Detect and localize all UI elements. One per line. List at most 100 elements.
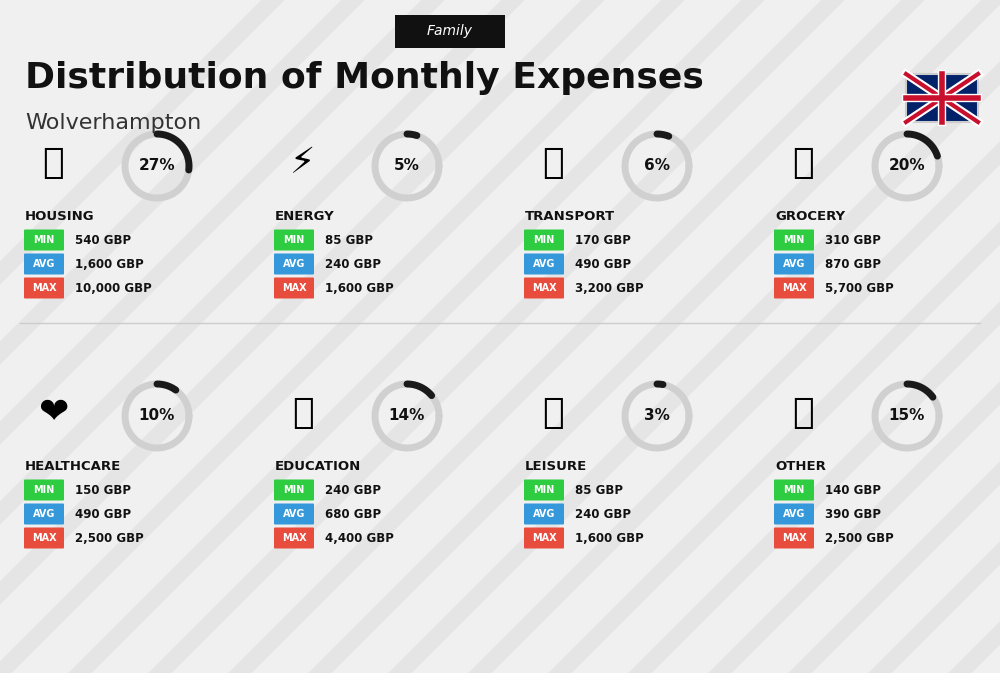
- Text: 240 GBP: 240 GBP: [325, 258, 381, 271]
- FancyBboxPatch shape: [24, 528, 64, 548]
- Text: 🛍: 🛍: [542, 396, 564, 430]
- FancyBboxPatch shape: [24, 229, 64, 250]
- Text: MAX: MAX: [532, 533, 556, 543]
- Text: 170 GBP: 170 GBP: [575, 234, 631, 246]
- Text: Family: Family: [427, 24, 473, 38]
- FancyBboxPatch shape: [24, 254, 64, 275]
- Text: EDUCATION: EDUCATION: [275, 460, 361, 472]
- Text: MIN: MIN: [283, 235, 305, 245]
- FancyBboxPatch shape: [524, 277, 564, 299]
- FancyBboxPatch shape: [524, 503, 564, 524]
- Text: ⚡: ⚡: [290, 146, 316, 180]
- Text: MIN: MIN: [533, 235, 555, 245]
- Text: 5%: 5%: [394, 159, 420, 174]
- FancyBboxPatch shape: [774, 528, 814, 548]
- Text: AVG: AVG: [533, 259, 555, 269]
- FancyBboxPatch shape: [774, 254, 814, 275]
- Text: MIN: MIN: [533, 485, 555, 495]
- Text: 5,700 GBP: 5,700 GBP: [825, 281, 894, 295]
- Text: 490 GBP: 490 GBP: [75, 507, 131, 520]
- FancyBboxPatch shape: [274, 528, 314, 548]
- Text: MAX: MAX: [282, 533, 306, 543]
- Text: MIN: MIN: [283, 485, 305, 495]
- FancyBboxPatch shape: [524, 528, 564, 548]
- Text: TRANSPORT: TRANSPORT: [525, 209, 615, 223]
- Text: 10%: 10%: [139, 409, 175, 423]
- FancyBboxPatch shape: [24, 503, 64, 524]
- Text: 3%: 3%: [644, 409, 670, 423]
- FancyBboxPatch shape: [774, 229, 814, 250]
- Text: 240 GBP: 240 GBP: [325, 483, 381, 497]
- Text: MIN: MIN: [783, 485, 805, 495]
- Text: 10,000 GBP: 10,000 GBP: [75, 281, 152, 295]
- Text: LEISURE: LEISURE: [525, 460, 587, 472]
- Text: 🚌: 🚌: [542, 146, 564, 180]
- Text: AVG: AVG: [783, 509, 805, 519]
- Text: 14%: 14%: [389, 409, 425, 423]
- Text: 15%: 15%: [889, 409, 925, 423]
- Text: 27%: 27%: [139, 159, 175, 174]
- Text: 1,600 GBP: 1,600 GBP: [325, 281, 394, 295]
- FancyBboxPatch shape: [274, 254, 314, 275]
- Text: 85 GBP: 85 GBP: [575, 483, 623, 497]
- FancyBboxPatch shape: [524, 254, 564, 275]
- Text: MAX: MAX: [532, 283, 556, 293]
- Text: 20%: 20%: [889, 159, 925, 174]
- FancyBboxPatch shape: [774, 503, 814, 524]
- Text: 85 GBP: 85 GBP: [325, 234, 373, 246]
- Text: 2,500 GBP: 2,500 GBP: [75, 532, 144, 544]
- Text: Distribution of Monthly Expenses: Distribution of Monthly Expenses: [25, 61, 704, 95]
- FancyBboxPatch shape: [274, 503, 314, 524]
- Text: MIN: MIN: [33, 485, 55, 495]
- FancyBboxPatch shape: [774, 277, 814, 299]
- Text: 680 GBP: 680 GBP: [325, 507, 381, 520]
- Text: 🏢: 🏢: [42, 146, 64, 180]
- Text: AVG: AVG: [283, 259, 305, 269]
- Text: 540 GBP: 540 GBP: [75, 234, 131, 246]
- Text: 💰: 💰: [792, 396, 814, 430]
- Text: 150 GBP: 150 GBP: [75, 483, 131, 497]
- Text: Wolverhampton: Wolverhampton: [25, 113, 201, 133]
- Text: 310 GBP: 310 GBP: [825, 234, 881, 246]
- Text: 490 GBP: 490 GBP: [575, 258, 631, 271]
- FancyBboxPatch shape: [274, 277, 314, 299]
- Text: MAX: MAX: [282, 283, 306, 293]
- Text: MIN: MIN: [33, 235, 55, 245]
- Text: 240 GBP: 240 GBP: [575, 507, 631, 520]
- Text: AVG: AVG: [283, 509, 305, 519]
- FancyBboxPatch shape: [274, 479, 314, 501]
- Text: 🛒: 🛒: [792, 146, 814, 180]
- Text: 🎓: 🎓: [292, 396, 314, 430]
- Text: AVG: AVG: [783, 259, 805, 269]
- Text: AVG: AVG: [33, 509, 55, 519]
- Text: 870 GBP: 870 GBP: [825, 258, 881, 271]
- Text: 140 GBP: 140 GBP: [825, 483, 881, 497]
- Text: 1,600 GBP: 1,600 GBP: [75, 258, 144, 271]
- Text: MAX: MAX: [32, 283, 56, 293]
- Text: 390 GBP: 390 GBP: [825, 507, 881, 520]
- FancyBboxPatch shape: [24, 277, 64, 299]
- FancyBboxPatch shape: [395, 15, 505, 48]
- Text: ENERGY: ENERGY: [275, 209, 335, 223]
- Text: HOUSING: HOUSING: [25, 209, 95, 223]
- FancyBboxPatch shape: [774, 479, 814, 501]
- Text: HEALTHCARE: HEALTHCARE: [25, 460, 121, 472]
- Text: 1,600 GBP: 1,600 GBP: [575, 532, 644, 544]
- FancyBboxPatch shape: [906, 74, 978, 122]
- FancyBboxPatch shape: [274, 229, 314, 250]
- FancyBboxPatch shape: [524, 479, 564, 501]
- Text: 2,500 GBP: 2,500 GBP: [825, 532, 894, 544]
- FancyBboxPatch shape: [524, 229, 564, 250]
- Text: ❤: ❤: [38, 396, 68, 430]
- Text: GROCERY: GROCERY: [775, 209, 845, 223]
- Text: 4,400 GBP: 4,400 GBP: [325, 532, 394, 544]
- Text: AVG: AVG: [533, 509, 555, 519]
- Text: OTHER: OTHER: [775, 460, 826, 472]
- Text: AVG: AVG: [33, 259, 55, 269]
- Text: MAX: MAX: [782, 533, 806, 543]
- Text: 3,200 GBP: 3,200 GBP: [575, 281, 644, 295]
- FancyBboxPatch shape: [24, 479, 64, 501]
- Text: MAX: MAX: [782, 283, 806, 293]
- Text: MIN: MIN: [783, 235, 805, 245]
- Text: MAX: MAX: [32, 533, 56, 543]
